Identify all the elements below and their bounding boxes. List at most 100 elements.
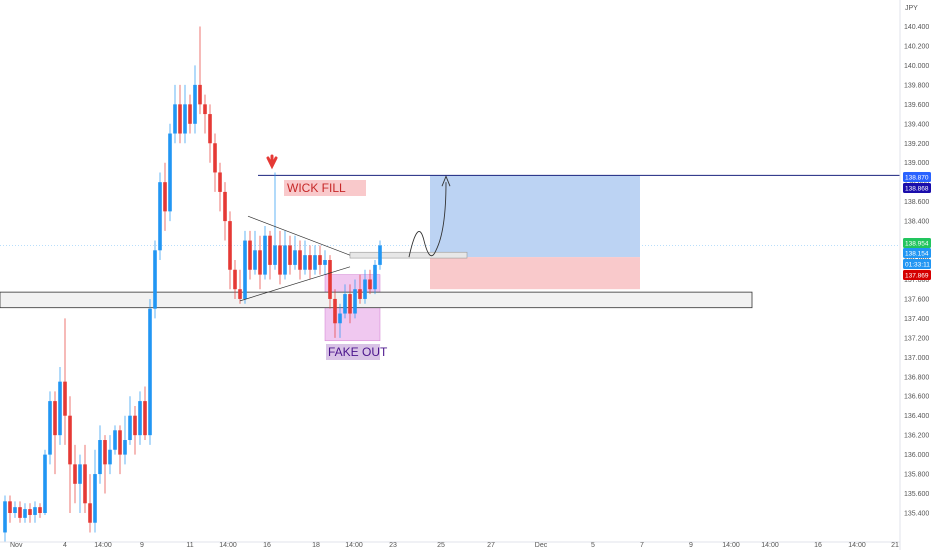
candle-body [148, 308, 152, 436]
candle-down [28, 503, 32, 523]
candle-body [18, 507, 22, 518]
candle-body [203, 104, 207, 115]
candle-down [83, 444, 87, 513]
candle-up [33, 501, 37, 523]
candle-body [83, 464, 87, 504]
time-tick-label: 27 [487, 542, 495, 549]
price-tick-label: 136.600 [904, 394, 929, 401]
candle-up [338, 303, 342, 338]
price-badge-bg [903, 270, 931, 280]
price-badge-bg [903, 183, 931, 193]
candle-down [133, 405, 137, 455]
candle-body [88, 503, 92, 523]
candle-body [78, 464, 82, 484]
candle-body [103, 440, 107, 465]
price-badge: 01:33:11 [905, 262, 930, 269]
candle-body [208, 114, 212, 144]
candle-body [338, 313, 342, 324]
price-badge: 138.154 [905, 251, 929, 258]
candle-down [63, 318, 67, 445]
candle-down [163, 162, 167, 231]
candle-down [288, 235, 292, 275]
candle-up [93, 449, 97, 533]
candle-body [3, 501, 7, 533]
candle-up [243, 230, 247, 304]
price-tick-label: 137.200 [904, 335, 929, 342]
candle-up [378, 240, 382, 270]
candle-body [23, 509, 27, 518]
candle-body [48, 401, 52, 455]
candle-body [113, 430, 117, 450]
candle-body [223, 191, 227, 222]
entry-zone [349, 251, 468, 259]
candle-body [73, 464, 77, 484]
candle-body [28, 509, 32, 515]
candle-body [8, 501, 12, 513]
candle-down [228, 211, 232, 290]
candle-down [18, 501, 22, 523]
candle-up [168, 123, 172, 222]
candle-down [298, 240, 302, 280]
candle-up [283, 230, 287, 280]
candle-body [253, 250, 257, 270]
zones-layer [0, 174, 900, 342]
candle-body [108, 449, 112, 465]
candle-body [63, 381, 67, 416]
time-tick-label: 16 [814, 542, 822, 549]
time-tick-label: 5 [591, 542, 595, 549]
candle-down [208, 104, 212, 163]
time-tick-label: 4 [63, 542, 67, 549]
candle-up [353, 279, 357, 319]
candle-down [203, 94, 207, 134]
candle-up [148, 298, 152, 445]
price-tick-label: 139.600 [904, 102, 929, 109]
candle-up [323, 250, 327, 275]
triangle-lower-line [239, 266, 351, 302]
candle-up [173, 84, 177, 144]
price-tick-label: 136.400 [904, 413, 929, 420]
price-tick-label: 136.200 [904, 433, 929, 440]
projection-arrowhead [441, 175, 451, 187]
candle-up [253, 230, 257, 275]
price-tick-label: 140.400 [904, 24, 929, 31]
candle-down [238, 269, 242, 304]
time-tick-label: 18 [312, 542, 320, 549]
candle-up [3, 495, 7, 543]
support-zone [0, 291, 753, 309]
candle-down [328, 255, 332, 309]
candle-body [138, 401, 142, 436]
time-tick-label: 11 [186, 542, 193, 549]
fake-out-label-bg [326, 344, 380, 360]
wick-fill-label: WICK FILL [287, 181, 346, 195]
candle-up [263, 225, 267, 280]
candle-down [348, 284, 352, 324]
candle-body [243, 240, 247, 299]
candle-down [218, 162, 222, 212]
candle-up [273, 172, 277, 270]
price-tick-label: 135.400 [904, 511, 929, 518]
candle-down [213, 133, 217, 192]
candle-up [128, 396, 132, 445]
candle-down [358, 274, 362, 304]
time-axis: Nov 4 14:00 9 11 14:00 16 18 14:00 23 25 27 Dec 5 7 9 14… [0, 541, 900, 549]
candle-down [258, 235, 262, 290]
candle-down [73, 444, 77, 504]
candle-body [343, 294, 347, 314]
candle-body [373, 264, 377, 290]
candle-up [293, 235, 297, 270]
price-badge-bg [903, 172, 931, 182]
loss-zone [430, 257, 640, 290]
candle-up [373, 260, 377, 295]
candle-body [368, 279, 372, 290]
candle-body [33, 507, 37, 515]
candles-layer [3, 26, 382, 543]
candle-body [128, 415, 132, 441]
candle-up [303, 240, 307, 275]
candle-body [98, 440, 102, 475]
candle-down [118, 425, 122, 475]
time-tick-label: 16 [263, 542, 271, 549]
candle-up [363, 269, 367, 304]
candle-down [188, 94, 192, 134]
candle-body [178, 104, 182, 134]
